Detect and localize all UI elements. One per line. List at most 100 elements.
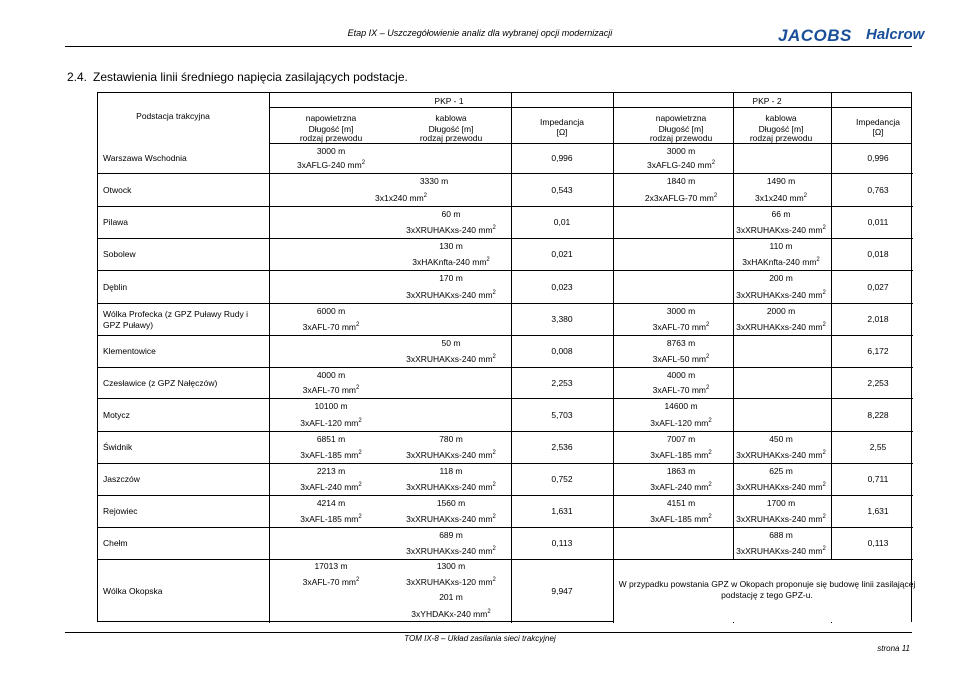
air-conductor: 3xAFL-240 mm2 (650, 482, 712, 492)
air-length: 8763 m (666, 338, 696, 348)
air-length: 4000 m (666, 370, 696, 380)
column-separator (733, 93, 734, 623)
cable-length: 130 m (439, 241, 463, 251)
column-separator (831, 93, 832, 623)
header-length-2c: Długość [m] (758, 124, 804, 134)
impedance-value: 1,631 (551, 506, 573, 516)
cable-length: 689 m (439, 530, 463, 540)
page-header-title: Etap IX – Uszczegółowienie analiz dla wy… (347, 28, 613, 38)
air-length: 4151 m (666, 498, 696, 508)
header-air-2: napowietrzna (655, 113, 707, 123)
impedance-value: 0,711 (867, 474, 889, 484)
header-rule (65, 46, 912, 47)
column-separator (269, 93, 270, 623)
section-heading: 2.4. Zestawienia linii średniego napięcia… (67, 70, 408, 84)
impedance-value: 0,021 (551, 249, 573, 259)
header-air-1: napowietrzna (305, 113, 357, 123)
impedance-value: 6,172 (867, 346, 889, 356)
impedance-value: 0,752 (551, 474, 573, 484)
row-rule (98, 238, 913, 239)
header-impedance-2: Impedancja (856, 117, 900, 127)
cable-length: 1300 m (436, 561, 466, 571)
impedance-value: 9,947 (551, 586, 573, 596)
substation-name: Chełm (103, 538, 128, 548)
header-type-2a: rodzaj przewodu (649, 133, 713, 143)
substation-name: Dęblin (103, 281, 128, 292)
row-rule (98, 335, 913, 336)
row-rule (98, 559, 913, 560)
air-length: 1863 m (666, 466, 696, 476)
air-length: 17013 m (314, 561, 348, 571)
substation-name: Rejowiec (103, 506, 138, 516)
impedance-value: 2,253 (551, 377, 573, 388)
cable-conductor: 3xXRUHAKxs-240 mm2 (736, 546, 826, 556)
cable-conductor-2: 3xYHDAKx-240 mm2 (411, 609, 491, 619)
impedance-value: 5,703 (551, 409, 573, 420)
air-length: 10100 m (314, 401, 348, 411)
row-rule (98, 206, 913, 207)
impedance-value: 0,113 (551, 538, 573, 548)
substation-name: Warszawa Wschodnia (103, 153, 187, 163)
section-number: 2.4. (67, 70, 88, 84)
air-length: 2213 m (316, 466, 346, 476)
substation-name: Świdnik (103, 442, 133, 452)
header-ohm-2: [Ω] (872, 127, 884, 137)
air-conductor: 3xAFL-70 mm2 (302, 577, 360, 587)
air-length: 3000 m (666, 306, 696, 316)
cable-conductor: 3x1x240 mm2 (374, 193, 428, 203)
air-length: 6000 m (316, 306, 346, 316)
cable-conductor: 3xXRUHAKxs-240 mm2 (406, 546, 496, 556)
column-separator (511, 93, 512, 623)
air-conductor: 3xAFL-70 mm2 (652, 385, 710, 395)
cable-length: 3330 m (419, 176, 449, 186)
cable-length: 1700 m (766, 498, 796, 508)
impedance-value: 0,113 (867, 538, 889, 548)
cable-conductor: 3xXRUHAKxs-240 mm2 (406, 482, 496, 492)
header-cable-1: kablowa (435, 113, 467, 123)
impedance-value: 0,996 (551, 153, 573, 163)
air-conductor: 3xAFL-240 mm2 (300, 482, 362, 492)
air-length: 3000 m (316, 146, 346, 156)
section-title: Zestawienia linii średniego napięcia zas… (93, 70, 408, 84)
cable-length: 66 m (771, 209, 791, 219)
air-conductor: 3xAFL-120 mm2 (650, 418, 712, 428)
cable-conductor: 3xXRUHAKxs-240 mm2 (406, 354, 496, 364)
impedance-value: 0,023 (551, 281, 573, 292)
impedance-value: 0,543 (551, 184, 573, 195)
substation-name: Sobolew (103, 249, 136, 259)
cable-length: 450 m (769, 434, 793, 444)
cable-conductor: 3xXRUHAKxs-240 mm2 (736, 290, 826, 300)
pkp2-note: W przypadku powstania GPZ w Okopach prop… (618, 579, 916, 600)
header-ohm-1: [Ω] (556, 127, 568, 137)
impedance-value: 0,018 (867, 249, 889, 259)
air-conductor: 3xAFL-70 mm2 (302, 322, 360, 332)
note-area (614, 560, 911, 622)
header-rule-pkp1 (269, 107, 613, 108)
page-number: strona 11 (877, 644, 910, 653)
air-length: 14600 m (664, 401, 698, 411)
cable-conductor: 3xXRUHAKxs-240 mm2 (736, 322, 826, 332)
header-substation: Podstacja trakcyjna (136, 111, 210, 121)
air-conductor: 3xAFL-50 mm2 (652, 354, 710, 364)
air-conductor: 3xAFL-185 mm2 (650, 450, 712, 460)
air-length: 3000 m (666, 146, 696, 156)
row-rule (98, 367, 913, 368)
cable-length: 118 m (439, 466, 463, 476)
impedance-value: 2,253 (867, 377, 889, 388)
impedance-value: 0,763 (867, 184, 889, 195)
row-rule (98, 398, 913, 399)
substation-name: Klementowice (103, 346, 156, 356)
cable-conductor: 3xXRUHAKxs-240 mm2 (736, 482, 826, 492)
cable-length: 170 m (439, 273, 463, 283)
cable-conductor: 3xXRUHAKxs-240 mm2 (406, 225, 496, 235)
impedance-value: 0,027 (867, 281, 889, 292)
impedance-value: 0,008 (551, 346, 573, 356)
cable-length: 1490 m (766, 176, 796, 186)
header-bottom-rule (269, 143, 912, 144)
substation-name: Otwock (103, 184, 132, 195)
cable-length: 688 m (769, 530, 793, 540)
cable-length-2: 201 m (439, 592, 463, 602)
air-conductor: 2x3xAFLG-70 mm2 (644, 193, 718, 203)
cable-conductor: 3xXRUHAKxs-240 mm2 (406, 514, 496, 524)
cable-conductor: 3xHAKnfta-240 mm2 (412, 257, 490, 267)
